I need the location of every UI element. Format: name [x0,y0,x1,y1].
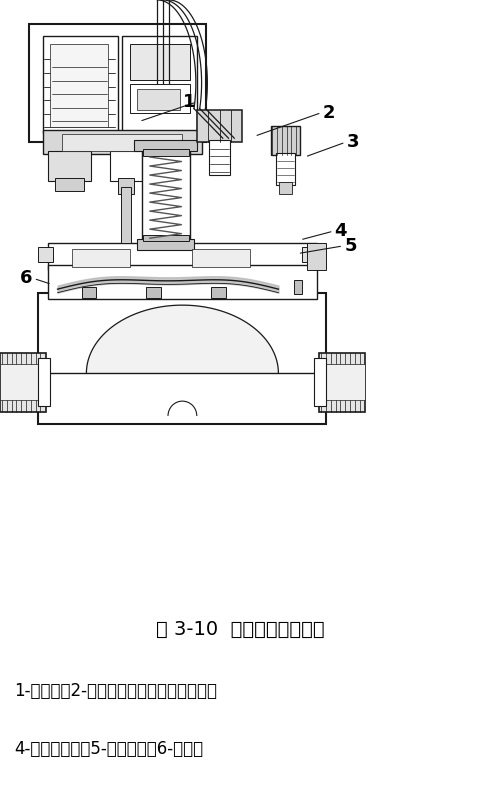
Bar [271,126,300,155]
Text: 1-电磁头；2-流量调节手柄；外排气螺丝；: 1-电磁头；2-流量调节手柄；外排气螺丝； [14,683,217,701]
Text: 4-电磁阀上腔；5-橡皮隔膜；6-导流孔: 4-电磁阀上腔；5-橡皮隔膜；6-导流孔 [14,740,204,758]
Text: 6: 6 [20,269,33,288]
Bar [211,288,226,298]
Polygon shape [86,305,278,373]
Bar [48,265,317,299]
Text: 图 3-10  电磁阀结构示意图: 图 3-10 电磁阀结构示意图 [156,620,324,639]
Bar [118,178,134,194]
Bar [38,247,53,262]
Bar [130,84,190,113]
Bar [122,36,197,134]
Bar [209,141,230,175]
Bar [192,249,250,267]
Bar [0,352,46,412]
Bar [137,239,194,250]
Bar [294,280,302,295]
Bar [110,151,142,181]
Bar [38,359,50,406]
Bar [134,141,197,151]
Bar [121,186,131,243]
Text: 2: 2 [323,103,335,122]
Bar [72,249,130,267]
Text: 1: 1 [183,93,196,111]
Bar [319,364,365,400]
Bar [276,153,295,185]
Bar [319,352,365,412]
Bar [302,247,322,262]
Bar [55,178,84,190]
Bar [48,151,91,181]
Bar [43,130,202,154]
Bar [142,151,190,243]
Bar [197,110,242,142]
Bar [130,44,190,80]
Bar [48,243,317,269]
Bar [279,182,292,194]
Bar [0,364,46,400]
Bar [50,44,108,127]
Bar [62,134,182,151]
Text: 4: 4 [335,222,347,240]
Bar [43,36,118,134]
Text: 5: 5 [344,237,357,255]
Bar [38,293,326,423]
Bar [314,359,326,406]
Bar [137,88,180,110]
Bar [82,288,96,298]
Bar [307,243,326,269]
Bar [29,24,206,142]
Bar [143,235,189,241]
Bar [143,149,189,156]
Bar [146,288,161,298]
Text: 3: 3 [347,134,359,151]
